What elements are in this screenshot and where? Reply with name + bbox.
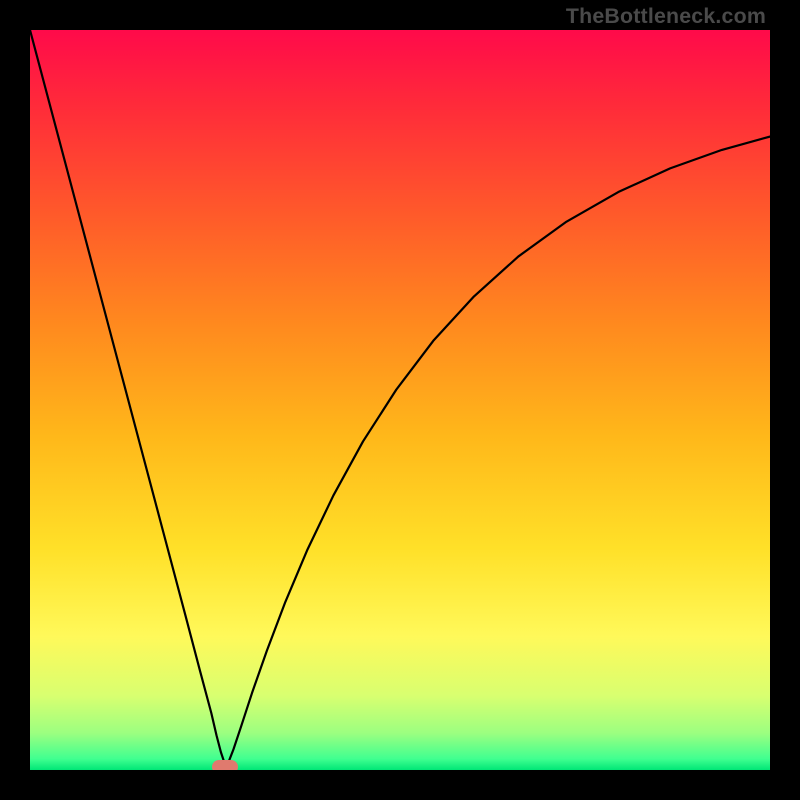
watermark-text: TheBottleneck.com [566,4,766,29]
gradient-background [30,30,770,770]
plot-area [30,30,770,770]
chart-frame: TheBottleneck.com [0,0,800,800]
minimum-marker [212,760,238,770]
